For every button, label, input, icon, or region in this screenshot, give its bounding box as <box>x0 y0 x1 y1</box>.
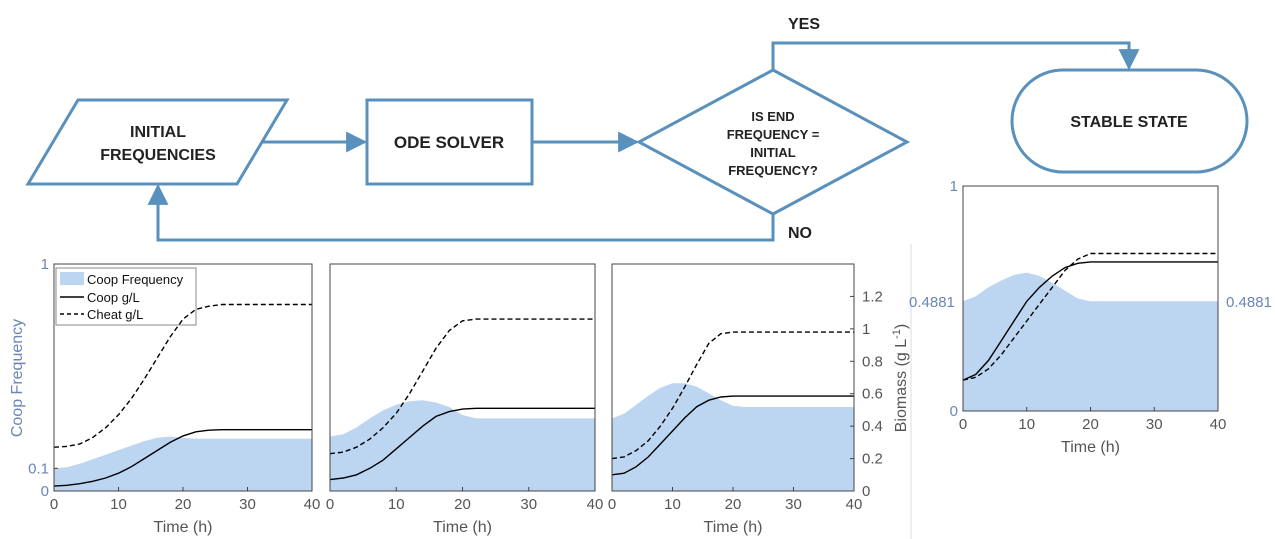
y-tick-label: 0 <box>950 403 958 420</box>
legend-swatch-coop-frequency <box>60 272 84 285</box>
coop-gl-line <box>962 261 1218 381</box>
y2-tick-label: 0.8 <box>862 353 883 370</box>
x-tick-label: 40 <box>304 496 321 513</box>
x-tick-label: 20 <box>1082 416 1099 433</box>
x-axis-label: Time (h) <box>704 519 763 536</box>
arrow-no <box>147 183 775 242</box>
legend-cheat-gl: Cheat g/L <box>87 307 143 322</box>
initial-label-line1: INITIAL <box>130 124 186 141</box>
decision-label-line2: FREQUENCY = <box>727 127 820 142</box>
x-tick-label: 10 <box>664 496 681 513</box>
cheat-gl-line <box>962 252 1218 381</box>
legend-coop-gl: Coop g/L <box>87 290 140 305</box>
decision-label-line1: IS END <box>751 109 794 124</box>
yes-label: YES <box>788 16 820 33</box>
stable-state-label: STABLE STATE <box>1070 114 1188 131</box>
coop-frequency-ylabel: Coop Frequency <box>9 319 26 437</box>
coop-gl-line <box>53 429 312 487</box>
flowchart <box>25 41 1249 242</box>
x-tick-label: 0 <box>959 416 967 433</box>
cheat-gl-line <box>329 318 595 455</box>
y2-tick-label: 0.4 <box>862 418 883 435</box>
stable-annotation-right: 0.4881 <box>1226 294 1272 311</box>
axis-titles: Coop Frequency Biomass (g L-1) 0.4881 0.… <box>9 294 1272 437</box>
x-tick-label: 30 <box>785 496 802 513</box>
x-tick-label: 40 <box>846 496 863 513</box>
x-axis-label: Time (h) <box>433 519 492 536</box>
coop-frequency-area <box>330 400 595 491</box>
cheat-gl-line <box>53 303 312 448</box>
coop-frequency-area <box>963 272 1218 411</box>
coop-frequency-area <box>54 436 312 491</box>
no-label: NO <box>788 225 812 242</box>
x-tick-label: 10 <box>388 496 405 513</box>
x-axis-label: Time (h) <box>1061 439 1120 456</box>
x-tick-label: 10 <box>1018 416 1035 433</box>
coop-gl-line <box>329 407 595 481</box>
x-tick-label: 20 <box>725 496 742 513</box>
y2-tick-label: 1.2 <box>862 288 883 305</box>
y-tick-label: 0.1 <box>28 460 49 477</box>
stable-annotation-left: 0.4881 <box>909 294 955 311</box>
decision-label-line3: INITIAL <box>750 145 796 160</box>
biomass-ylabel-close: ) <box>893 324 910 329</box>
x-tick-label: 0 <box>326 496 334 513</box>
y2-tick-label: 0.6 <box>862 386 883 403</box>
x-tick-label: 0 <box>50 496 58 513</box>
chart-panel-1: 0 10 20 30 40 Time (h) 0 0.1 1 <box>28 256 320 536</box>
y-tick-label: 1 <box>41 256 49 273</box>
y2-tick-label: 0 <box>862 483 870 500</box>
y-tick-label: 1 <box>950 178 958 195</box>
legend: Coop Frequency Coop g/L Cheat g/L <box>55 267 197 326</box>
arrow-yes <box>771 41 1140 71</box>
y2-tick-label: 1 <box>862 321 870 338</box>
x-axis-label: Time (h) <box>154 519 213 536</box>
coop-frequency-area <box>612 383 854 491</box>
legend-coop-frequency: Coop Frequency <box>87 272 184 287</box>
x-tick-label: 30 <box>520 496 537 513</box>
y2-tick-label: 0.2 <box>862 451 883 468</box>
decision-shape <box>635 68 911 216</box>
cheat-gl-line <box>611 331 854 460</box>
decision-label-line4: FREQUENCY? <box>728 163 818 178</box>
biomass-ylabel-sup: -1 <box>891 329 903 339</box>
x-tick-label: 40 <box>1210 416 1227 433</box>
x-tick-label: 20 <box>175 496 192 513</box>
x-tick-label: 0 <box>608 496 616 513</box>
chart-panel-3: 0 10 20 30 40 Time (h) 0 0.2 0.4 0.6 0.8 1 1.2 <box>608 263 883 536</box>
x-tick-label: 10 <box>110 496 127 513</box>
x-tick-label: 20 <box>454 496 471 513</box>
ode-solver-label: ODE SOLVER <box>394 133 504 152</box>
x-tick-label: 40 <box>587 496 604 513</box>
x-tick-label: 30 <box>239 496 256 513</box>
initial-frequencies-shape <box>25 98 290 186</box>
biomass-ylabel: Biomass (g L-1) <box>891 324 910 432</box>
coop-gl-line <box>611 395 854 476</box>
chart-panel-2: 0 10 20 30 40 Time (h) <box>326 263 604 536</box>
initial-label-line2: FREQUENCIES <box>100 147 216 164</box>
flowchart-labels: INITIAL FREQUENCIES ODE SOLVER IS END FR… <box>100 16 1188 242</box>
biomass-ylabel-text: Biomass (g L <box>893 339 910 432</box>
chart-panel-4: 0 10 20 30 40 Time (h) 0 1 <box>950 178 1227 456</box>
y-tick-label: 0 <box>41 483 49 500</box>
x-tick-label: 30 <box>1146 416 1163 433</box>
